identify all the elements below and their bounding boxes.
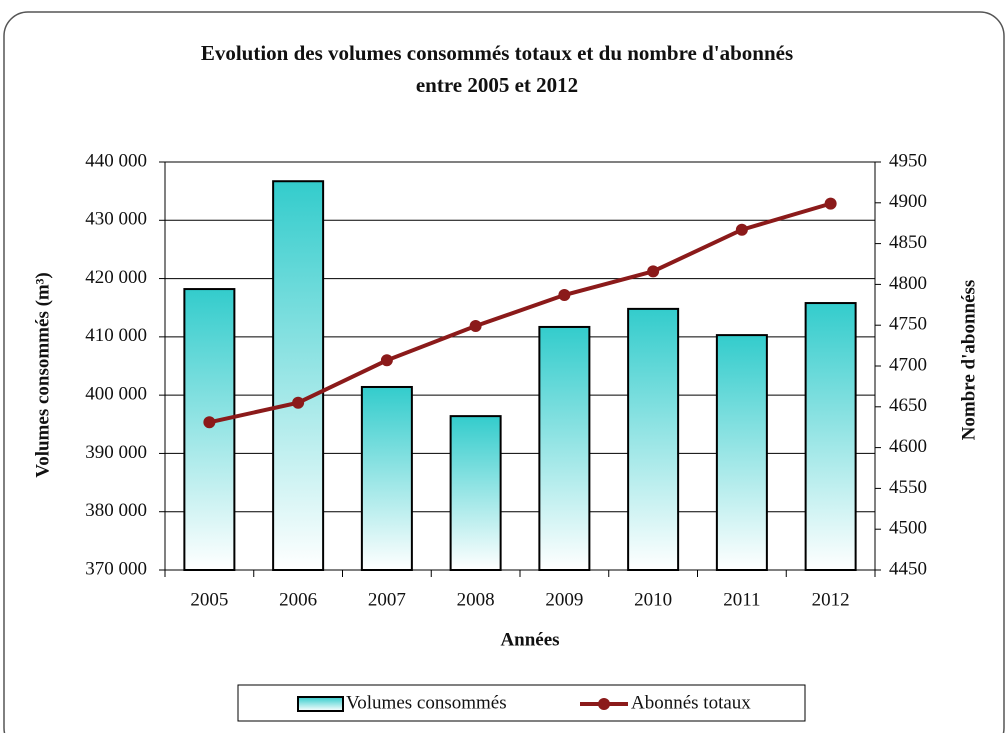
x-tick-label: 2009: [545, 589, 583, 610]
x-tick-label: 2008: [457, 589, 495, 610]
x-tick-label: 2010: [634, 589, 672, 610]
marker: [292, 396, 305, 409]
y2-tick-label: 4550: [889, 477, 927, 498]
line: [208, 201, 832, 425]
y2-axis-label: Nombre d'abonnéss: [958, 280, 979, 441]
legend-swatch: [297, 696, 344, 712]
x-tick-label: 2011: [723, 589, 760, 610]
frame: [3, 11, 1005, 733]
y2-tick-label: 4600: [889, 436, 927, 457]
y-tick-label: 410 000: [85, 325, 147, 346]
y-tick-label: 440 000: [85, 150, 147, 171]
legend-label: Volumes consommés: [346, 692, 507, 713]
marker: [558, 289, 571, 302]
x-tick-label: 2005: [190, 589, 228, 610]
bar: [449, 415, 502, 571]
legend-label: Abonnés totaux: [631, 692, 751, 713]
bar: [183, 288, 236, 571]
y-tick-label: 430 000: [85, 209, 147, 230]
marker: [735, 223, 748, 236]
marker: [469, 320, 482, 333]
x-tick-label: 2012: [812, 589, 850, 610]
marker: [647, 265, 660, 278]
y-axis-label: Volumes consommés (m³): [32, 272, 53, 478]
marker: [380, 354, 393, 367]
y-tick-label: 380 000: [85, 500, 147, 521]
x-tick-label: 2007: [368, 589, 406, 610]
y2-tick-label: 4700: [889, 354, 927, 375]
bar: [360, 385, 413, 571]
chart-title: entre 2005 et 2012: [416, 73, 578, 97]
legend-swatch: [598, 698, 610, 710]
y-tick-label: 390 000: [85, 442, 147, 463]
y-tick-label: 420 000: [85, 267, 147, 288]
bar: [538, 325, 591, 571]
y2-tick-label: 4900: [889, 191, 927, 212]
y2-tick-label: 4850: [889, 232, 927, 253]
y2-tick-label: 4450: [889, 558, 927, 579]
bar: [804, 302, 857, 571]
legend-box: [237, 684, 806, 722]
y2-tick-label: 4800: [889, 273, 927, 294]
y-tick-label: 370 000: [85, 558, 147, 579]
chart-title: Evolution des volumes consommés totaux e…: [201, 41, 793, 65]
x-tick-label: 2006: [279, 589, 317, 610]
y2-tick-label: 4750: [889, 314, 927, 335]
bar: [272, 180, 325, 571]
marker: [824, 197, 837, 210]
bar: [627, 307, 680, 571]
y-tick-label: 400 000: [85, 384, 147, 405]
y2-tick-label: 4950: [889, 150, 927, 171]
y2-tick-label: 4500: [889, 518, 927, 539]
y2-tick-label: 4650: [889, 395, 927, 416]
marker: [203, 416, 216, 429]
bar: [715, 334, 768, 572]
x-axis-label: Années: [500, 629, 559, 650]
